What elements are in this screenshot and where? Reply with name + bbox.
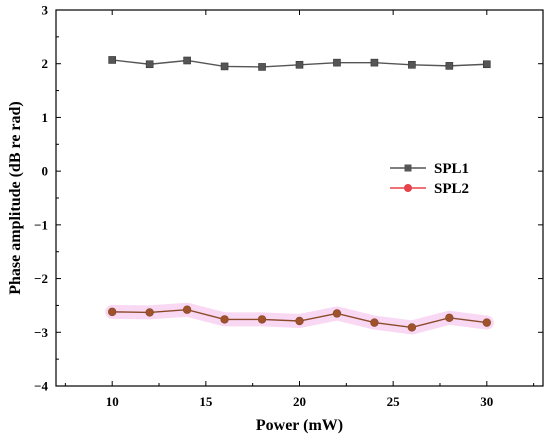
data-point	[295, 316, 304, 326]
data-point	[295, 60, 304, 69]
data-point	[483, 60, 491, 69]
x-tick-label: 20	[293, 394, 306, 409]
data-point	[108, 56, 116, 64]
x-axis-title: Power (mW)	[256, 417, 343, 434]
data-point	[258, 63, 266, 71]
x-tick-label: 25	[387, 394, 401, 409]
y-tick-label: 3	[42, 3, 49, 18]
data-point	[145, 60, 154, 69]
legend: SPL1 SPL2	[390, 161, 469, 197]
data-point	[445, 62, 454, 70]
data-point	[370, 318, 379, 327]
y-tick-label: −4	[34, 379, 48, 394]
y-tick-label: −2	[34, 271, 48, 286]
data-point	[482, 318, 492, 327]
data-point	[182, 305, 192, 314]
y-tick-label: 2	[42, 56, 49, 71]
y-tick-label: −3	[34, 325, 48, 340]
data-point	[257, 315, 267, 324]
series-spl2	[105, 302, 494, 335]
data-point	[445, 313, 454, 322]
data-point	[145, 308, 154, 317]
legend-marker	[404, 184, 412, 192]
x-tick-label: 15	[199, 394, 213, 409]
y-tick-label: 1	[42, 110, 49, 125]
y-axis-title: Phase amplitude (dB re rad)	[7, 101, 24, 294]
series-spl1	[108, 56, 491, 71]
legend-marker	[404, 164, 412, 172]
data-point	[183, 56, 191, 65]
legend-label: SPL2	[434, 181, 469, 197]
data-point	[333, 58, 341, 67]
data-point	[220, 315, 229, 324]
series-layer	[105, 56, 494, 335]
data-point	[370, 58, 379, 67]
x-tick-label: 30	[480, 394, 493, 409]
x-tick-label: 10	[106, 394, 119, 409]
y-tick-label: 0	[42, 164, 49, 179]
data-point	[220, 62, 229, 71]
axes: 10 15 20 25 30 −4 −3 −2 −1 0 1 2 3	[34, 3, 544, 409]
legend-label: SPL1	[434, 161, 469, 177]
data-point	[107, 307, 117, 317]
data-point	[407, 323, 417, 332]
data-point	[332, 309, 342, 318]
y-tick-label: −1	[34, 217, 48, 232]
data-point	[408, 60, 416, 69]
